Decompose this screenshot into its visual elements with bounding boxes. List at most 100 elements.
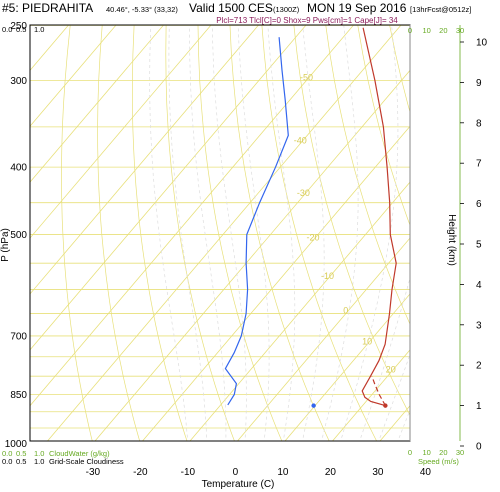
svg-text:1.0: 1.0: [34, 449, 44, 458]
wind-panel: 0 0 10 10 20 20 30 30: [408, 25, 464, 457]
temperature-tick-label: 10: [277, 467, 289, 478]
isotherm-label: 0: [343, 306, 348, 316]
dry-adiabat: [229, 25, 330, 441]
isotherm-line: [141, 125, 410, 441]
height-tick-label: 3: [476, 320, 482, 331]
speed-tick-label-top: 0: [408, 26, 412, 35]
isotherm-line: [30, 25, 307, 351]
svg-text:CloudWater (g/kg): CloudWater (g/kg): [49, 449, 110, 458]
parcel-line: [371, 375, 386, 406]
height-tick-label: 4: [476, 280, 482, 291]
sounding-params: Plcl=713 Tlcl[C]=0 Shox=9 Pws[cm]=1 Cape…: [216, 16, 398, 25]
svg-text:0.5: 0.5: [16, 25, 26, 34]
height-tick-label: 2: [476, 361, 482, 372]
temperature-tick-label: -10: [181, 467, 196, 478]
speed-tick-label-top: 10: [422, 26, 430, 35]
pressure-tick-label: 500: [10, 230, 27, 241]
temperature-tick-label: 20: [325, 467, 337, 478]
svg-text:0.0: 0.0: [2, 25, 12, 34]
valid-time: Valid 1500 CES: [189, 1, 273, 15]
station-title: #5: PIEDRAHITA: [2, 1, 93, 15]
pressure-tick-label: 400: [10, 163, 27, 174]
temperature-tick-label: -20: [133, 467, 148, 478]
height-axis: 0 1 2 3 4 5 6 7 8 9 10: [460, 38, 488, 453]
dry-adiabat: [422, 25, 500, 443]
temperature-axis-label: Temperature (C): [202, 479, 275, 490]
dry-adiabat: [165, 25, 235, 441]
isotherm-line: [30, 25, 164, 183]
isotherm-label: -50: [300, 72, 313, 82]
height-tick-label: 6: [476, 199, 482, 210]
surface-dewpoint-marker: [311, 403, 316, 408]
isotherm-line: [236, 237, 410, 441]
top-cloudiness-scale: 0.0 0.5 1.0: [2, 25, 44, 34]
isotherm-line: [30, 25, 117, 127]
dry-adiabat: [261, 25, 378, 441]
moist-adiabat: [378, 353, 410, 441]
speed-tick-label-top: 20: [439, 26, 447, 35]
svg-text:0.0: 0.0: [2, 449, 12, 458]
pressure-tick-label: 250: [10, 21, 27, 32]
isotherm-label: -20: [306, 232, 319, 242]
isotherm-label: 20: [386, 364, 396, 374]
dry-adiabat: [293, 25, 410, 416]
dry-adiabat: [357, 25, 410, 227]
svg-text:Grid-Scale Cloudiness: Grid-Scale Cloudiness: [49, 457, 124, 466]
pressure-tick-label: 700: [10, 331, 27, 342]
isotherm-label: -30: [297, 188, 310, 198]
height-tick-label: 9: [476, 78, 482, 89]
svg-text:0.5: 0.5: [16, 457, 26, 466]
isotherm-label: 30: [412, 390, 422, 400]
speed-axis-label: Speed (m/s): [418, 457, 459, 466]
isotherm-label: 10: [362, 336, 372, 346]
height-tick-label: 5: [476, 240, 482, 251]
cloudwater-scale: 0.0 0.5 1.0 CloudWater (g/kg): [2, 449, 110, 458]
dry-adiabat: [325, 25, 410, 325]
isotherm-line: [30, 25, 212, 239]
moist-adiabat: [359, 276, 410, 441]
temperature-axis: -30 -20 -10 0 10 20 30 40: [86, 467, 432, 478]
svg-text:0.5: 0.5: [16, 449, 26, 458]
pressure-tick-label: 850: [10, 390, 27, 401]
moist-adiabat: [340, 25, 399, 441]
pressure-axis-label: P (hPa): [0, 228, 11, 262]
isotherm-line: [284, 293, 410, 441]
zulu-time: (1300Z): [273, 5, 300, 14]
height-tick-label: 1: [476, 401, 482, 412]
temperature-tick-label: -30: [86, 467, 101, 478]
temperature-tick-label: 0: [233, 467, 239, 478]
dry-adiabat: [132, 25, 188, 441]
svg-text:1.0: 1.0: [34, 25, 44, 34]
dry-adiabat: [486, 25, 500, 443]
isotherm-label: -10: [321, 271, 334, 281]
speed-tick-label-bottom: 10: [422, 448, 430, 457]
cloudiness-scale: 0.0 0.5 1.0 Grid-Scale Cloudiness: [2, 457, 124, 466]
speed-tick-label-bottom: 20: [439, 448, 447, 457]
svg-text:0.0: 0.0: [2, 457, 12, 466]
height-axis-label: Height (km): [446, 214, 457, 266]
isotherm-line: [30, 25, 354, 407]
station-coords: 40.46°, -5.33° (33,32): [106, 5, 178, 14]
isotherm-line: [94, 69, 410, 441]
height-tick-label: 0: [476, 442, 482, 453]
isotherm-line: [30, 25, 259, 295]
speed-tick-label-top: 30: [456, 26, 464, 35]
isotherm-line: [189, 181, 410, 441]
height-tick-label: 10: [476, 38, 488, 49]
temperature-tick-label: 40: [420, 467, 432, 478]
height-tick-label: 7: [476, 159, 482, 170]
surface-temperature-marker: [383, 403, 388, 408]
dry-adiabat: [97, 25, 141, 441]
pressure-tick-label: 300: [10, 76, 27, 87]
pressure-axis: 250 300 400 500 700 850 1000: [5, 21, 28, 450]
dewpoint-line: [224, 37, 289, 406]
speed-tick-label-bottom: 0: [408, 448, 412, 457]
moist-adiabat: [321, 25, 359, 441]
forecast-info: [13hrFcst@0512z]: [410, 5, 471, 14]
temperature-line: [361, 27, 397, 407]
speed-tick-label-bottom: 30: [456, 448, 464, 457]
pressure-tick-label: 1000: [5, 439, 28, 450]
isotherm-label: -40: [294, 136, 307, 146]
dry-adiabat: [197, 25, 283, 441]
